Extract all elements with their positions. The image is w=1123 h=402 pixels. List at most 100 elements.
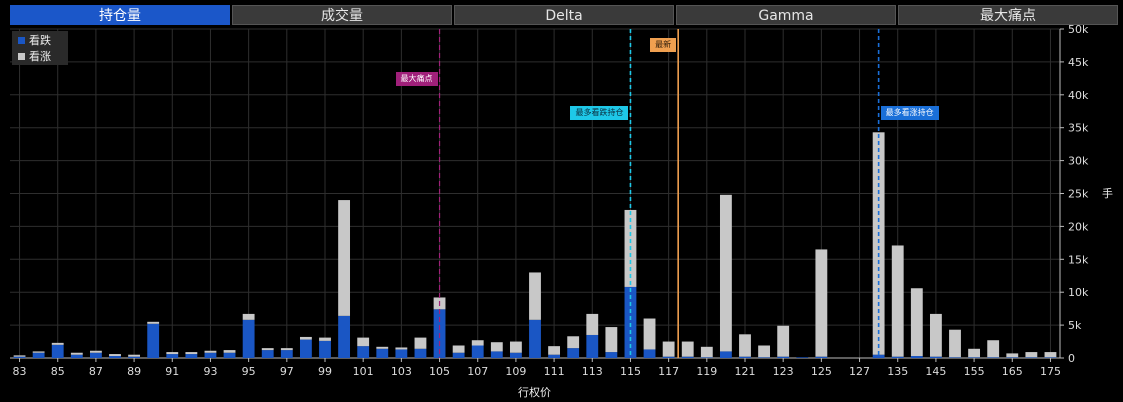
legend-label-put: 看跌 <box>29 34 51 47</box>
bar-call <box>1025 352 1038 358</box>
bar-call <box>1044 352 1057 358</box>
bar-call <box>338 200 351 316</box>
bar-put <box>376 348 389 358</box>
bar-call <box>719 194 732 352</box>
bar-call <box>1006 353 1019 358</box>
tab-open-interest[interactable]: 持仓量 <box>10 5 230 25</box>
legend: 看跌 看涨 <box>12 31 68 65</box>
x-tick-label: 97 <box>280 365 294 378</box>
bar-put <box>891 356 904 358</box>
bar-put <box>128 356 141 358</box>
x-tick-label: 95 <box>242 365 256 378</box>
bar-put <box>1006 357 1019 358</box>
bar-put <box>643 349 656 358</box>
max-pain-tag: 最大痛点 <box>395 72 438 86</box>
tab-volume[interactable]: 成交量 <box>232 5 452 25</box>
x-tick-label: 165 <box>1002 365 1023 378</box>
bar-call <box>605 327 618 353</box>
bar-call <box>32 351 45 353</box>
bar-put <box>242 319 255 358</box>
bar-call <box>910 288 923 357</box>
bar-call <box>681 341 694 357</box>
bar-put <box>51 344 64 358</box>
legend-label-call: 看涨 <box>29 50 51 63</box>
tab-max-pain[interactable]: 最大痛点 <box>898 5 1118 25</box>
bar-call <box>452 345 465 353</box>
x-tick-label: 91 <box>165 365 179 378</box>
bar-call <box>662 341 675 357</box>
bar-put <box>548 354 561 358</box>
bar-call <box>758 345 771 358</box>
bar-put <box>223 352 236 358</box>
bar-call <box>128 354 141 357</box>
legend-item-call[interactable]: 看涨 <box>18 49 68 63</box>
bar-call <box>891 245 904 357</box>
bar-call <box>872 132 885 355</box>
x-tick-label: 93 <box>203 365 217 378</box>
bar-call <box>242 313 255 320</box>
bar-put <box>357 346 370 358</box>
bar-put <box>414 348 427 358</box>
bar-put <box>89 352 102 358</box>
bar-put <box>929 356 942 358</box>
bar-call <box>490 342 503 352</box>
bar-call <box>739 334 751 357</box>
bar-call <box>185 352 198 355</box>
bar-put <box>567 348 580 358</box>
bar-put <box>166 354 179 358</box>
bar-call <box>299 336 312 340</box>
x-axis-label: 行权价 <box>518 386 551 399</box>
x-tick-label: 83 <box>13 365 27 378</box>
bar-put <box>1044 357 1057 358</box>
bar-call <box>968 348 981 358</box>
tab-delta[interactable]: Delta <box>454 5 674 25</box>
x-tick-label: 101 <box>353 365 374 378</box>
bar-call <box>223 350 236 353</box>
bar-call <box>319 337 331 341</box>
y-tick-label: 15k <box>1068 253 1089 266</box>
legend-item-put[interactable]: 看跌 <box>18 33 68 47</box>
bar-call <box>567 336 580 349</box>
x-tick-label: 113 <box>582 365 603 378</box>
y-axis-label: 手 <box>1102 187 1113 200</box>
latest-price-tag: 最新 <box>650 38 677 52</box>
y-tick-label: 30k <box>1068 155 1089 168</box>
x-tick-label: 109 <box>505 365 526 378</box>
bar-call <box>815 249 828 357</box>
bar-call <box>109 354 121 357</box>
bar-put <box>32 352 45 358</box>
x-tick-label: 145 <box>925 365 946 378</box>
x-tick-label: 117 <box>658 365 679 378</box>
bar-put <box>529 319 541 358</box>
bar-put <box>395 349 408 358</box>
bar-call <box>929 313 942 357</box>
bar-call <box>204 350 217 353</box>
bar-call <box>643 318 656 350</box>
bar-put <box>185 354 198 358</box>
tab-gamma[interactable]: Gamma <box>676 5 896 25</box>
x-tick-label: 89 <box>127 365 141 378</box>
bar-put <box>700 357 713 358</box>
bar-call <box>13 355 26 357</box>
bar-put <box>719 351 732 358</box>
y-tick-label: 40k <box>1068 89 1089 102</box>
legend-swatch-call <box>18 52 25 60</box>
y-tick-label: 25k <box>1068 188 1089 201</box>
x-tick-label: 99 <box>318 365 332 378</box>
bar-put <box>471 345 484 358</box>
y-tick-label: 35k <box>1068 122 1089 135</box>
x-tick-label: 135 <box>887 365 908 378</box>
bar-put <box>319 340 331 358</box>
bar-put <box>662 356 675 358</box>
x-tick-label: 87 <box>89 365 103 378</box>
x-tick-label: 125 <box>811 365 832 378</box>
y-tick-label: 50k <box>1068 23 1089 36</box>
bar-put <box>586 334 599 358</box>
bar-call <box>987 340 1000 358</box>
bar-put <box>261 350 274 358</box>
bar-put <box>624 286 637 358</box>
x-tick-label: 105 <box>429 365 450 378</box>
y-tick-label: 0 <box>1068 352 1075 365</box>
bar-call <box>586 313 599 335</box>
